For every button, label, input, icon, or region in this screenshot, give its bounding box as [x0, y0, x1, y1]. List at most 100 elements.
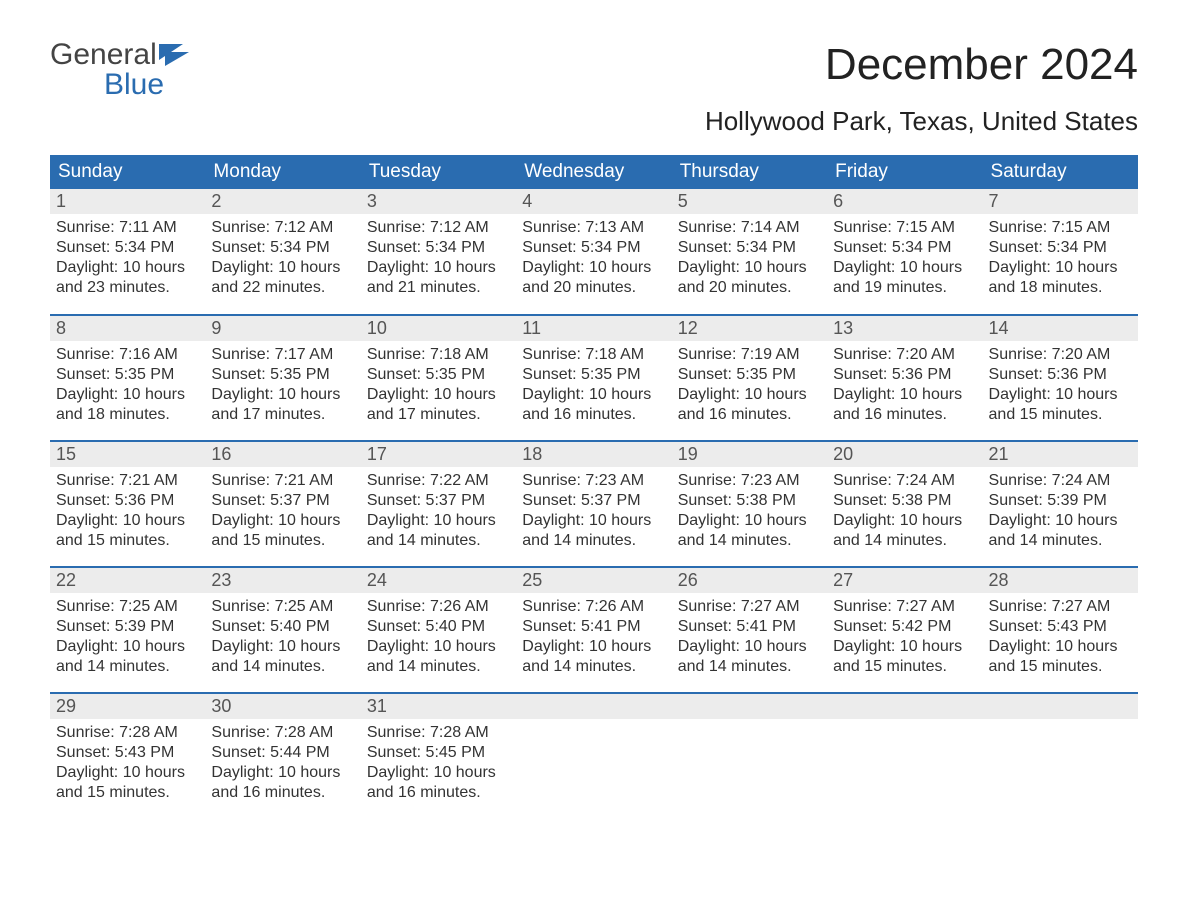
- day-number: 25: [516, 568, 671, 593]
- day-details: Sunrise: 7:23 AMSunset: 5:38 PMDaylight:…: [672, 467, 827, 557]
- day-number: 3: [361, 189, 516, 214]
- day-number: 16: [205, 442, 360, 467]
- day-details: Sunrise: 7:25 AMSunset: 5:39 PMDaylight:…: [50, 593, 205, 683]
- day-details: Sunrise: 7:26 AMSunset: 5:41 PMDaylight:…: [516, 593, 671, 683]
- calendar-cell: 26Sunrise: 7:27 AMSunset: 5:41 PMDayligh…: [672, 567, 827, 693]
- calendar-cell: 24Sunrise: 7:26 AMSunset: 5:40 PMDayligh…: [361, 567, 516, 693]
- day-number: 6: [827, 189, 982, 214]
- calendar-cell: 16Sunrise: 7:21 AMSunset: 5:37 PMDayligh…: [205, 441, 360, 567]
- calendar-cell: 25Sunrise: 7:26 AMSunset: 5:41 PMDayligh…: [516, 567, 671, 693]
- day-number: 11: [516, 316, 671, 341]
- page-title: December 2024: [825, 40, 1138, 90]
- day-details: Sunrise: 7:18 AMSunset: 5:35 PMDaylight:…: [516, 341, 671, 431]
- day-details: Sunrise: 7:20 AMSunset: 5:36 PMDaylight:…: [983, 341, 1138, 431]
- day-details: Sunrise: 7:18 AMSunset: 5:35 PMDaylight:…: [361, 341, 516, 431]
- calendar-cell: 4Sunrise: 7:13 AMSunset: 5:34 PMDaylight…: [516, 189, 671, 315]
- calendar-cell: 15Sunrise: 7:21 AMSunset: 5:36 PMDayligh…: [50, 441, 205, 567]
- day-number: 14: [983, 316, 1138, 341]
- day-number: 19: [672, 442, 827, 467]
- day-number: 22: [50, 568, 205, 593]
- calendar-cell: 20Sunrise: 7:24 AMSunset: 5:38 PMDayligh…: [827, 441, 982, 567]
- day-number: 27: [827, 568, 982, 593]
- day-number: 24: [361, 568, 516, 593]
- calendar-cell: [516, 693, 671, 819]
- empty-day: [516, 694, 671, 719]
- day-details: Sunrise: 7:28 AMSunset: 5:43 PMDaylight:…: [50, 719, 205, 809]
- calendar-cell: 3Sunrise: 7:12 AMSunset: 5:34 PMDaylight…: [361, 189, 516, 315]
- calendar-cell: 30Sunrise: 7:28 AMSunset: 5:44 PMDayligh…: [205, 693, 360, 819]
- day-number: 21: [983, 442, 1138, 467]
- calendar-cell: 12Sunrise: 7:19 AMSunset: 5:35 PMDayligh…: [672, 315, 827, 441]
- day-details: Sunrise: 7:23 AMSunset: 5:37 PMDaylight:…: [516, 467, 671, 557]
- day-header: Sunday: [50, 155, 205, 189]
- day-header: Monday: [205, 155, 360, 189]
- day-number: 30: [205, 694, 360, 719]
- calendar-cell: 9Sunrise: 7:17 AMSunset: 5:35 PMDaylight…: [205, 315, 360, 441]
- day-details: Sunrise: 7:12 AMSunset: 5:34 PMDaylight:…: [205, 214, 360, 304]
- day-number: 18: [516, 442, 671, 467]
- calendar-cell: 7Sunrise: 7:15 AMSunset: 5:34 PMDaylight…: [983, 189, 1138, 315]
- day-details: Sunrise: 7:21 AMSunset: 5:37 PMDaylight:…: [205, 467, 360, 557]
- calendar-cell: 31Sunrise: 7:28 AMSunset: 5:45 PMDayligh…: [361, 693, 516, 819]
- day-details: Sunrise: 7:15 AMSunset: 5:34 PMDaylight:…: [827, 214, 982, 304]
- calendar-cell: 5Sunrise: 7:14 AMSunset: 5:34 PMDaylight…: [672, 189, 827, 315]
- calendar-cell: 8Sunrise: 7:16 AMSunset: 5:35 PMDaylight…: [50, 315, 205, 441]
- day-details: Sunrise: 7:24 AMSunset: 5:39 PMDaylight:…: [983, 467, 1138, 557]
- calendar-week-row: 1Sunrise: 7:11 AMSunset: 5:34 PMDaylight…: [50, 189, 1138, 315]
- empty-day: [983, 694, 1138, 719]
- day-number: 1: [50, 189, 205, 214]
- calendar-week-row: 22Sunrise: 7:25 AMSunset: 5:39 PMDayligh…: [50, 567, 1138, 693]
- day-details: Sunrise: 7:12 AMSunset: 5:34 PMDaylight:…: [361, 214, 516, 304]
- day-details: Sunrise: 7:27 AMSunset: 5:43 PMDaylight:…: [983, 593, 1138, 683]
- day-number: 17: [361, 442, 516, 467]
- calendar-cell: 6Sunrise: 7:15 AMSunset: 5:34 PMDaylight…: [827, 189, 982, 315]
- day-details: Sunrise: 7:22 AMSunset: 5:37 PMDaylight:…: [361, 467, 516, 557]
- calendar-cell: 11Sunrise: 7:18 AMSunset: 5:35 PMDayligh…: [516, 315, 671, 441]
- calendar-week-row: 8Sunrise: 7:16 AMSunset: 5:35 PMDaylight…: [50, 315, 1138, 441]
- day-number: 8: [50, 316, 205, 341]
- day-header: Saturday: [983, 155, 1138, 189]
- logo-word1: General: [50, 40, 157, 70]
- day-details: Sunrise: 7:25 AMSunset: 5:40 PMDaylight:…: [205, 593, 360, 683]
- calendar-header-row: SundayMondayTuesdayWednesdayThursdayFrid…: [50, 155, 1138, 189]
- day-details: Sunrise: 7:14 AMSunset: 5:34 PMDaylight:…: [672, 214, 827, 304]
- calendar-cell: 17Sunrise: 7:22 AMSunset: 5:37 PMDayligh…: [361, 441, 516, 567]
- day-header: Friday: [827, 155, 982, 189]
- day-details: Sunrise: 7:11 AMSunset: 5:34 PMDaylight:…: [50, 214, 205, 304]
- calendar-cell: 10Sunrise: 7:18 AMSunset: 5:35 PMDayligh…: [361, 315, 516, 441]
- empty-day: [827, 694, 982, 719]
- day-header: Wednesday: [516, 155, 671, 189]
- day-number: 4: [516, 189, 671, 214]
- logo-word2: Blue: [50, 70, 193, 100]
- calendar-cell: 14Sunrise: 7:20 AMSunset: 5:36 PMDayligh…: [983, 315, 1138, 441]
- calendar-cell: 2Sunrise: 7:12 AMSunset: 5:34 PMDaylight…: [205, 189, 360, 315]
- day-header: Thursday: [672, 155, 827, 189]
- calendar-cell: [983, 693, 1138, 819]
- calendar-cell: 29Sunrise: 7:28 AMSunset: 5:43 PMDayligh…: [50, 693, 205, 819]
- page-subtitle: Hollywood Park, Texas, United States: [50, 106, 1138, 137]
- day-number: 9: [205, 316, 360, 341]
- day-details: Sunrise: 7:21 AMSunset: 5:36 PMDaylight:…: [50, 467, 205, 557]
- day-number: 5: [672, 189, 827, 214]
- calendar-cell: 13Sunrise: 7:20 AMSunset: 5:36 PMDayligh…: [827, 315, 982, 441]
- calendar-cell: 18Sunrise: 7:23 AMSunset: 5:37 PMDayligh…: [516, 441, 671, 567]
- calendar-table: SundayMondayTuesdayWednesdayThursdayFrid…: [50, 155, 1138, 819]
- day-details: Sunrise: 7:19 AMSunset: 5:35 PMDaylight:…: [672, 341, 827, 431]
- day-number: 7: [983, 189, 1138, 214]
- calendar-cell: 23Sunrise: 7:25 AMSunset: 5:40 PMDayligh…: [205, 567, 360, 693]
- calendar-cell: 22Sunrise: 7:25 AMSunset: 5:39 PMDayligh…: [50, 567, 205, 693]
- calendar-cell: 19Sunrise: 7:23 AMSunset: 5:38 PMDayligh…: [672, 441, 827, 567]
- calendar-week-row: 29Sunrise: 7:28 AMSunset: 5:43 PMDayligh…: [50, 693, 1138, 819]
- day-details: Sunrise: 7:28 AMSunset: 5:45 PMDaylight:…: [361, 719, 516, 809]
- day-header: Tuesday: [361, 155, 516, 189]
- calendar-week-row: 15Sunrise: 7:21 AMSunset: 5:36 PMDayligh…: [50, 441, 1138, 567]
- day-number: 28: [983, 568, 1138, 593]
- day-number: 13: [827, 316, 982, 341]
- day-details: Sunrise: 7:26 AMSunset: 5:40 PMDaylight:…: [361, 593, 516, 683]
- day-details: Sunrise: 7:15 AMSunset: 5:34 PMDaylight:…: [983, 214, 1138, 304]
- day-number: 23: [205, 568, 360, 593]
- day-details: Sunrise: 7:16 AMSunset: 5:35 PMDaylight:…: [50, 341, 205, 431]
- day-details: Sunrise: 7:28 AMSunset: 5:44 PMDaylight:…: [205, 719, 360, 809]
- logo: General Blue: [50, 40, 193, 100]
- day-number: 20: [827, 442, 982, 467]
